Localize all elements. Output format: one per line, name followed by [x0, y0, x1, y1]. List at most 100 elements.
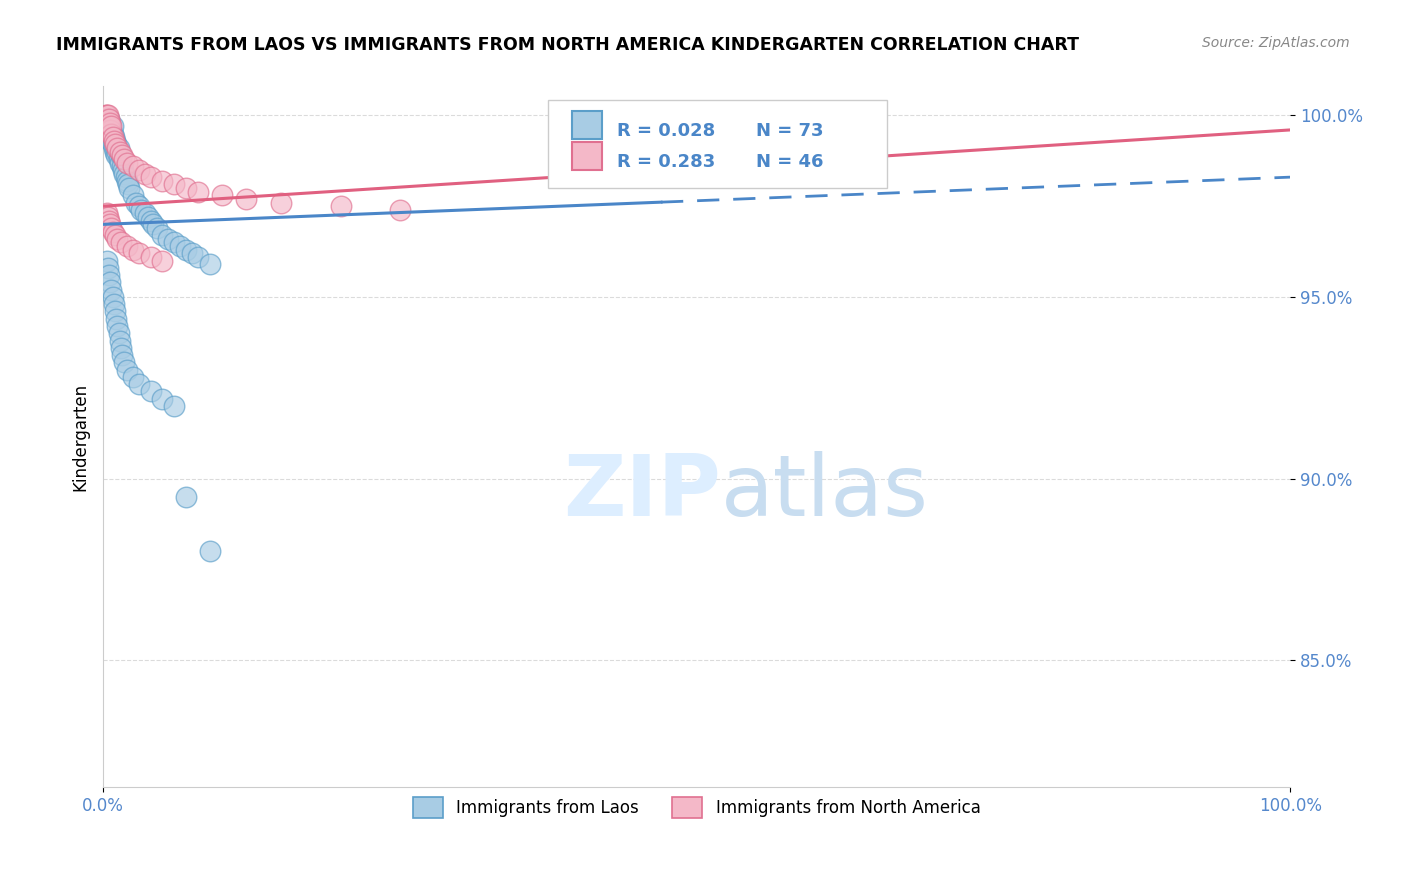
Text: R = 0.028: R = 0.028 [617, 121, 716, 139]
Point [103, 130, 125, 145]
Point [98, 213, 121, 227]
Point [108, 145, 131, 159]
Point [112, 162, 135, 177]
Point [198, 544, 221, 558]
Point [98, 218, 121, 232]
Point [329, 199, 352, 213]
Point [101, 130, 124, 145]
Point [139, 213, 162, 227]
Point [174, 181, 197, 195]
Point [103, 141, 125, 155]
Point [105, 148, 128, 162]
Point [100, 120, 122, 134]
Point [97, 123, 120, 137]
Point [139, 170, 162, 185]
Point [98, 268, 121, 282]
Text: ZIP: ZIP [562, 451, 720, 534]
Point [97, 116, 120, 130]
Point [108, 334, 131, 348]
FancyBboxPatch shape [548, 101, 887, 188]
Point [128, 199, 150, 213]
Point [111, 148, 134, 162]
Point [101, 290, 124, 304]
Point [101, 120, 124, 134]
Point [117, 178, 139, 192]
Point [97, 210, 120, 224]
Legend: Immigrants from Laos, Immigrants from North America: Immigrants from Laos, Immigrants from No… [406, 790, 987, 824]
Point [115, 362, 138, 376]
Point [181, 246, 204, 260]
Point [187, 185, 209, 199]
Point [98, 276, 121, 290]
Point [94, 108, 117, 122]
Text: N = 73: N = 73 [756, 121, 824, 139]
Point [139, 384, 162, 399]
Point [125, 195, 148, 210]
Point [169, 239, 191, 253]
Point [128, 162, 150, 177]
Point [98, 112, 121, 126]
Point [98, 120, 121, 134]
Point [115, 174, 138, 188]
Point [100, 221, 122, 235]
Point [97, 116, 120, 130]
Point [129, 202, 152, 217]
Point [94, 116, 117, 130]
Point [107, 326, 129, 341]
Point [111, 159, 134, 173]
Point [98, 127, 121, 141]
Point [114, 167, 136, 181]
Text: Source: ZipAtlas.com: Source: ZipAtlas.com [1202, 36, 1350, 50]
Point [174, 243, 197, 257]
Point [104, 228, 127, 243]
Point [96, 253, 118, 268]
Point [96, 112, 118, 126]
Point [96, 112, 118, 126]
Point [163, 178, 186, 192]
Y-axis label: Kindergarten: Kindergarten [72, 383, 89, 491]
Text: IMMIGRANTS FROM LAOS VS IMMIGRANTS FROM NORTH AMERICA KINDERGARTEN CORRELATION C: IMMIGRANTS FROM LAOS VS IMMIGRANTS FROM … [56, 36, 1080, 54]
Point [152, 392, 174, 406]
Point [98, 120, 121, 134]
Point [104, 134, 127, 148]
Point [198, 257, 221, 271]
Point [388, 202, 411, 217]
Point [104, 145, 127, 159]
Point [157, 232, 180, 246]
Point [152, 228, 174, 243]
FancyBboxPatch shape [572, 143, 602, 170]
Point [174, 490, 197, 504]
Point [100, 134, 122, 148]
Point [108, 155, 131, 169]
Point [187, 250, 209, 264]
Point [134, 167, 156, 181]
Point [97, 260, 120, 275]
Point [128, 377, 150, 392]
Point [139, 250, 162, 264]
Point [163, 399, 186, 413]
Point [100, 123, 122, 137]
Point [114, 152, 136, 166]
Point [114, 355, 136, 369]
Point [101, 137, 124, 152]
Point [98, 123, 121, 137]
Point [98, 123, 121, 137]
Point [104, 304, 127, 318]
Point [96, 108, 118, 122]
Point [270, 195, 292, 210]
Point [134, 206, 156, 220]
Point [110, 235, 132, 250]
Point [105, 318, 128, 333]
Point [105, 141, 128, 155]
Point [105, 145, 128, 159]
Point [121, 369, 143, 384]
Point [211, 188, 233, 202]
Text: R = 0.283: R = 0.283 [617, 153, 716, 171]
Point [105, 137, 128, 152]
Point [114, 170, 136, 185]
Point [100, 283, 122, 297]
Point [105, 232, 128, 246]
Point [107, 152, 129, 166]
Point [235, 192, 257, 206]
Point [98, 116, 121, 130]
